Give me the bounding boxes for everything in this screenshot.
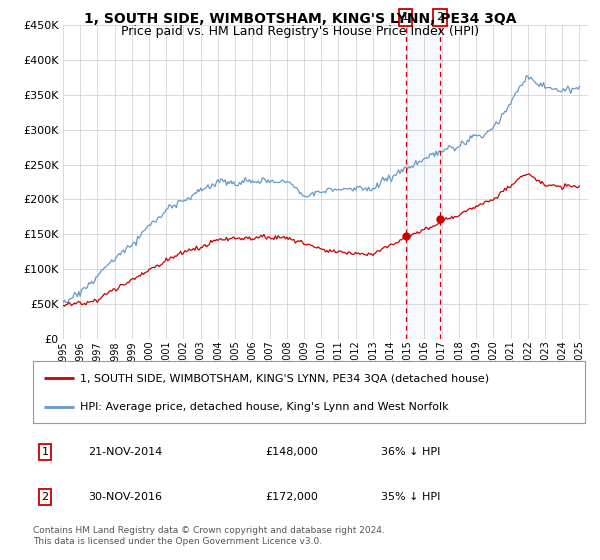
Text: 35% ↓ HPI: 35% ↓ HPI [381, 492, 440, 502]
Text: HPI: Average price, detached house, King's Lynn and West Norfolk: HPI: Average price, detached house, King… [80, 403, 449, 412]
Text: 36% ↓ HPI: 36% ↓ HPI [381, 447, 440, 457]
Text: 30-NOV-2016: 30-NOV-2016 [88, 492, 162, 502]
Text: 21-NOV-2014: 21-NOV-2014 [88, 447, 163, 457]
Text: £172,000: £172,000 [265, 492, 318, 502]
Text: 1, SOUTH SIDE, WIMBOTSHAM, KING'S LYNN, PE34 3QA (detached house): 1, SOUTH SIDE, WIMBOTSHAM, KING'S LYNN, … [80, 374, 489, 384]
Text: 2: 2 [41, 492, 49, 502]
Text: £148,000: £148,000 [265, 447, 318, 457]
Text: 1: 1 [402, 12, 409, 22]
Text: Price paid vs. HM Land Registry's House Price Index (HPI): Price paid vs. HM Land Registry's House … [121, 25, 479, 38]
Text: 1, SOUTH SIDE, WIMBOTSHAM, KING'S LYNN, PE34 3QA: 1, SOUTH SIDE, WIMBOTSHAM, KING'S LYNN, … [84, 12, 516, 26]
Bar [406, 25, 440, 339]
Text: Contains HM Land Registry data © Crown copyright and database right 2024.
This d: Contains HM Land Registry data © Crown c… [33, 526, 385, 546]
Text: 1: 1 [41, 447, 49, 457]
Text: 2: 2 [436, 12, 443, 22]
